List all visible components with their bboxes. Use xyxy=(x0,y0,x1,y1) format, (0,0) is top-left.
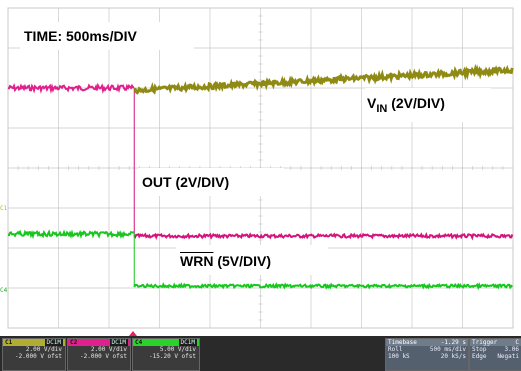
timebase-header: Timebase -1.29 s xyxy=(386,339,468,346)
timebase-row-2: 100 kS 20 kS/s xyxy=(388,353,466,360)
trace-label-vin: VIN (2V/DIV) xyxy=(365,88,491,122)
channel-2-coupling: DC1M xyxy=(109,339,128,346)
channel-4-box[interactable]: C4 DC1M 5.00 V/div -15.20 V ofst xyxy=(132,338,200,371)
wrn-trace-after xyxy=(133,282,513,291)
vin-trace xyxy=(133,63,514,95)
channel-1-scale: 2.00 V/div xyxy=(25,346,62,353)
trigger-row-1: Stop 3.06 xyxy=(472,346,519,353)
channel-2-header: C2 DC1M xyxy=(68,339,130,346)
out-trace-before xyxy=(7,82,135,95)
channel-1-box[interactable]: C1 DC1M 2.00 V/div -2.000 V ofst xyxy=(2,338,66,371)
channel-4-coupling: DC1M xyxy=(178,339,197,346)
channel-1-marker: C1 xyxy=(0,205,8,212)
channel-2-offset: -2.000 V ofst xyxy=(80,353,127,360)
trigger-row-2: Edge Negati xyxy=(472,353,519,360)
timebase-title: TIME: 500ms/DIV xyxy=(20,22,194,50)
channel-4-header: C4 DC1M xyxy=(133,339,199,346)
channel-4-id: C4 xyxy=(135,339,143,346)
channel-4-scale: 5.00 V/div xyxy=(159,346,196,353)
out-trace-after xyxy=(133,232,514,241)
trigger-box[interactable]: Trigger C Stop 3.06 Edge Negati xyxy=(469,338,521,371)
channel-1-offset: -2.000 V ofst xyxy=(15,353,62,360)
channel-1-header: C1 DC1M xyxy=(3,339,65,346)
trigger-header: Trigger C xyxy=(470,339,521,346)
channel-2-scale: 2.00 V/div xyxy=(90,346,127,353)
trigger-marker xyxy=(129,331,137,336)
wrn-trace-before xyxy=(8,229,135,240)
channel-2-id: C2 xyxy=(70,339,78,346)
trace-label-out: OUT (2V/DIV) xyxy=(138,168,284,196)
channel-2-box[interactable]: C2 DC1M 2.00 V/div -2.000 V ofst xyxy=(67,338,131,371)
channel-1-id: C1 xyxy=(5,339,13,346)
channel-4-offset: -15.20 V ofst xyxy=(149,353,196,360)
channel-1-coupling: DC1M xyxy=(44,339,63,346)
channel-4-marker: C4 xyxy=(0,287,8,294)
timebase-box[interactable]: Timebase -1.29 s Roll 500 ms/div 100 kS 20 … xyxy=(385,338,469,371)
timebase-row-1: Roll 500 ms/div xyxy=(388,346,466,353)
trace-label-wrn: WRN (5V/DIV) xyxy=(176,245,328,275)
